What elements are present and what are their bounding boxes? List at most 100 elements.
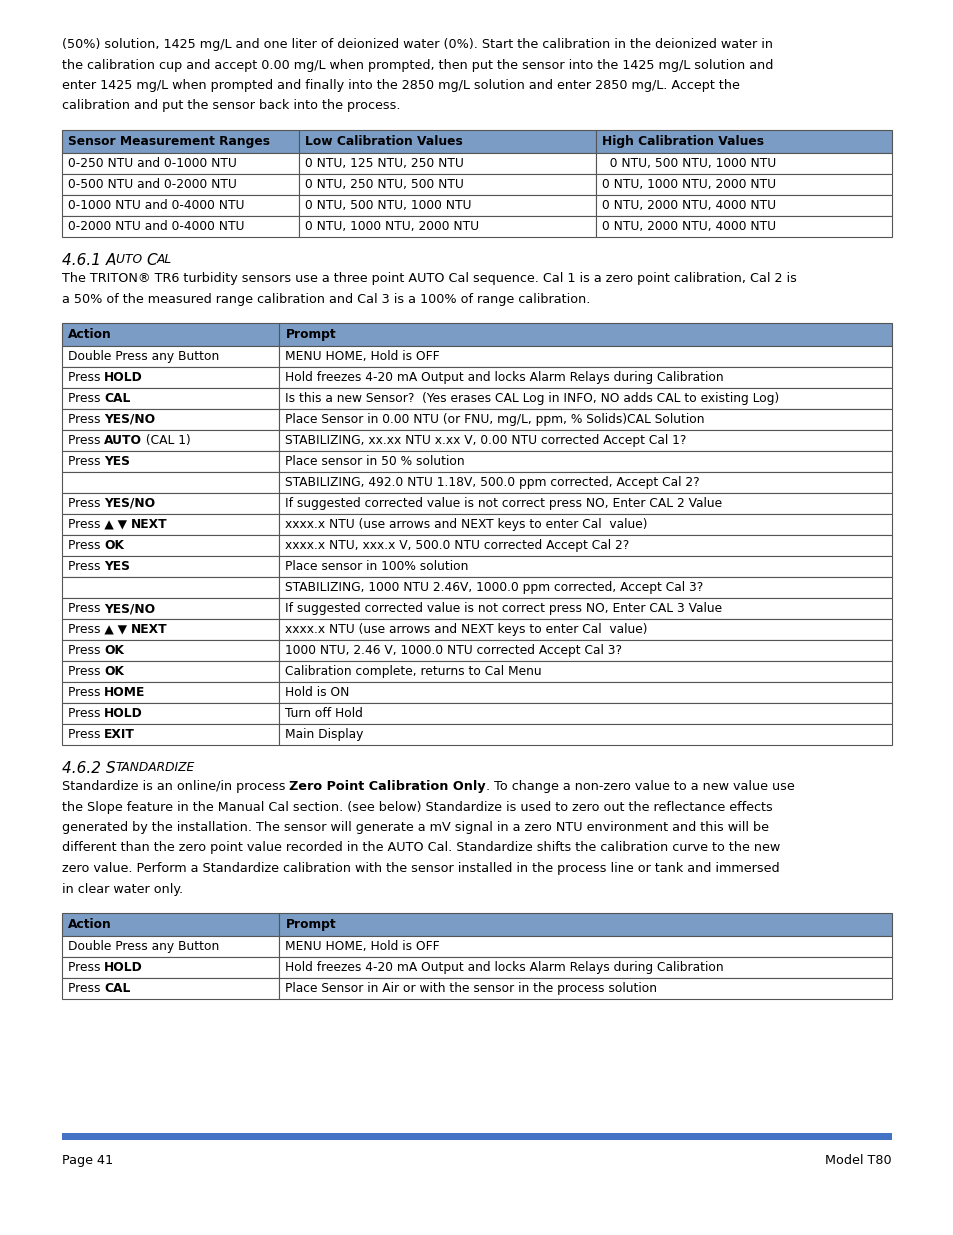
Text: Press: Press <box>68 370 104 384</box>
Text: CAL: CAL <box>104 982 131 995</box>
Text: 0-2000 NTU and 0-4000 NTU: 0-2000 NTU and 0-4000 NTU <box>68 220 244 233</box>
Text: a 50% of the measured range calibration and Cal 3 is a 100% of range calibration: a 50% of the measured range calibration … <box>62 293 590 305</box>
Text: OK: OK <box>104 643 124 657</box>
Bar <box>279 913 891 936</box>
Text: Press: Press <box>68 433 104 447</box>
Text: EXIT: EXIT <box>104 727 135 741</box>
Text: 0 NTU, 2000 NTU, 4000 NTU: 0 NTU, 2000 NTU, 4000 NTU <box>601 199 775 212</box>
Bar <box>62 514 279 535</box>
Bar <box>279 577 891 598</box>
Text: Is this a new Sensor?  (Yes erases CAL Log in INFO, NO adds CAL to existing Log): Is this a new Sensor? (Yes erases CAL Lo… <box>285 391 779 405</box>
Text: enter 1425 mg/L when prompted and finally into the 2850 mg/L solution and enter : enter 1425 mg/L when prompted and finall… <box>62 79 740 91</box>
Bar <box>279 724 891 745</box>
Text: 0 NTU, 250 NTU, 500 NTU: 0 NTU, 250 NTU, 500 NTU <box>304 178 463 191</box>
Text: Sensor Measurement Ranges: Sensor Measurement Ranges <box>68 135 270 148</box>
Text: Press: Press <box>68 454 104 468</box>
Bar <box>279 640 891 661</box>
Bar <box>62 346 279 367</box>
Bar <box>279 661 891 682</box>
Bar <box>62 430 279 451</box>
Text: Standardize is an online/in process: Standardize is an online/in process <box>62 781 289 793</box>
Text: . To change a non-zero value to a new value use: . To change a non-zero value to a new va… <box>486 781 794 793</box>
Bar <box>595 195 891 216</box>
Text: Double Press any Button: Double Press any Button <box>68 350 219 363</box>
Text: xxxx.x NTU (use arrows and NEXT keys to enter Cal  value): xxxx.x NTU (use arrows and NEXT keys to … <box>285 517 647 531</box>
Text: Press: Press <box>68 643 104 657</box>
Text: Press: Press <box>68 961 104 974</box>
Text: 0 NTU, 1000 NTU, 2000 NTU: 0 NTU, 1000 NTU, 2000 NTU <box>304 220 478 233</box>
Text: UTO: UTO <box>116 253 146 266</box>
Text: YES/NO: YES/NO <box>104 601 155 615</box>
Text: Main Display: Main Display <box>285 727 363 741</box>
Text: Place sensor in 100% solution: Place sensor in 100% solution <box>285 559 468 573</box>
Bar <box>279 514 891 535</box>
Bar <box>62 577 279 598</box>
Text: If suggested corrected value is not correct press NO, Enter CAL 2 Value: If suggested corrected value is not corr… <box>285 496 721 510</box>
Text: MENU HOME, Hold is OFF: MENU HOME, Hold is OFF <box>285 350 439 363</box>
Bar <box>62 174 298 195</box>
Text: Double Press any Button: Double Press any Button <box>68 940 219 953</box>
Text: Action: Action <box>68 918 112 931</box>
Bar <box>62 640 279 661</box>
Bar <box>595 174 891 195</box>
Text: Place Sensor in 0.00 NTU (or FNU, mg/L, ppm, % Solids)CAL Solution: Place Sensor in 0.00 NTU (or FNU, mg/L, … <box>285 412 704 426</box>
Bar <box>298 195 595 216</box>
Text: Press: Press <box>68 664 104 678</box>
Text: Turn off Hold: Turn off Hold <box>285 706 363 720</box>
Text: AUTO: AUTO <box>104 433 142 447</box>
Bar <box>595 216 891 237</box>
Bar <box>298 130 595 153</box>
Text: 0-250 NTU and 0-1000 NTU: 0-250 NTU and 0-1000 NTU <box>68 157 236 170</box>
Text: 0 NTU, 500 NTU, 1000 NTU: 0 NTU, 500 NTU, 1000 NTU <box>304 199 471 212</box>
Text: If suggested corrected value is not correct press NO, Enter CAL 3 Value: If suggested corrected value is not corr… <box>285 601 721 615</box>
Text: STABILIZING, 1000 NTU 2.46V, 1000.0 ppm corrected, Accept Cal 3?: STABILIZING, 1000 NTU 2.46V, 1000.0 ppm … <box>285 580 703 594</box>
Text: Page 41: Page 41 <box>62 1153 113 1167</box>
Text: Low Calibration Values: Low Calibration Values <box>304 135 462 148</box>
Bar <box>279 409 891 430</box>
Bar <box>62 367 279 388</box>
Bar <box>595 130 891 153</box>
Text: zero value. Perform a Standardize calibration with the sensor installed in the p: zero value. Perform a Standardize calibr… <box>62 862 779 876</box>
Text: Press: Press <box>68 538 104 552</box>
Text: Press: Press <box>68 727 104 741</box>
Text: Hold freezes 4-20 mA Output and locks Alarm Relays during Calibration: Hold freezes 4-20 mA Output and locks Al… <box>285 961 723 974</box>
Text: 0 NTU, 125 NTU, 250 NTU: 0 NTU, 125 NTU, 250 NTU <box>304 157 463 170</box>
Text: xxxx.x NTU (use arrows and NEXT keys to enter Cal  value): xxxx.x NTU (use arrows and NEXT keys to … <box>285 622 647 636</box>
Bar <box>279 957 891 978</box>
Text: STABILIZING, 492.0 NTU 1.18V, 500.0 ppm corrected, Accept Cal 2?: STABILIZING, 492.0 NTU 1.18V, 500.0 ppm … <box>285 475 700 489</box>
Text: Model T80: Model T80 <box>824 1153 891 1167</box>
Text: OK: OK <box>104 538 124 552</box>
Text: NEXT: NEXT <box>131 622 168 636</box>
Text: in clear water only.: in clear water only. <box>62 883 183 895</box>
Bar <box>62 130 298 153</box>
Text: Place Sensor in Air or with the sensor in the process solution: Place Sensor in Air or with the sensor i… <box>285 982 657 995</box>
Text: Place sensor in 50 % solution: Place sensor in 50 % solution <box>285 454 465 468</box>
Text: OK: OK <box>104 664 124 678</box>
Text: TANDARDIZE: TANDARDIZE <box>115 761 194 774</box>
Bar <box>279 978 891 999</box>
Text: the calibration cup and accept 0.00 mg/L when prompted, then put the sensor into: the calibration cup and accept 0.00 mg/L… <box>62 58 773 72</box>
Text: Press: Press <box>68 601 104 615</box>
Bar <box>62 1132 891 1140</box>
Text: 1000 NTU, 2.46 V, 1000.0 NTU corrected Accept Cal 3?: 1000 NTU, 2.46 V, 1000.0 NTU corrected A… <box>285 643 621 657</box>
Text: Press: Press <box>68 685 104 699</box>
Text: Hold is ON: Hold is ON <box>285 685 350 699</box>
Text: The TRITON® TR6 turbidity sensors use a three point AUTO Cal sequence. Cal 1 is : The TRITON® TR6 turbidity sensors use a … <box>62 272 796 285</box>
Bar <box>279 598 891 619</box>
Bar <box>298 174 595 195</box>
Bar <box>279 703 891 724</box>
Text: HOME: HOME <box>104 685 146 699</box>
Bar <box>595 153 891 174</box>
Bar <box>279 493 891 514</box>
Bar <box>62 153 298 174</box>
Text: 0 NTU, 2000 NTU, 4000 NTU: 0 NTU, 2000 NTU, 4000 NTU <box>601 220 775 233</box>
Bar <box>279 682 891 703</box>
Bar <box>62 324 279 346</box>
Text: AL: AL <box>156 253 172 266</box>
Text: Press: Press <box>68 706 104 720</box>
Bar <box>279 388 891 409</box>
Text: YES: YES <box>104 559 131 573</box>
Bar <box>279 556 891 577</box>
Bar <box>279 619 891 640</box>
Bar <box>279 324 891 346</box>
